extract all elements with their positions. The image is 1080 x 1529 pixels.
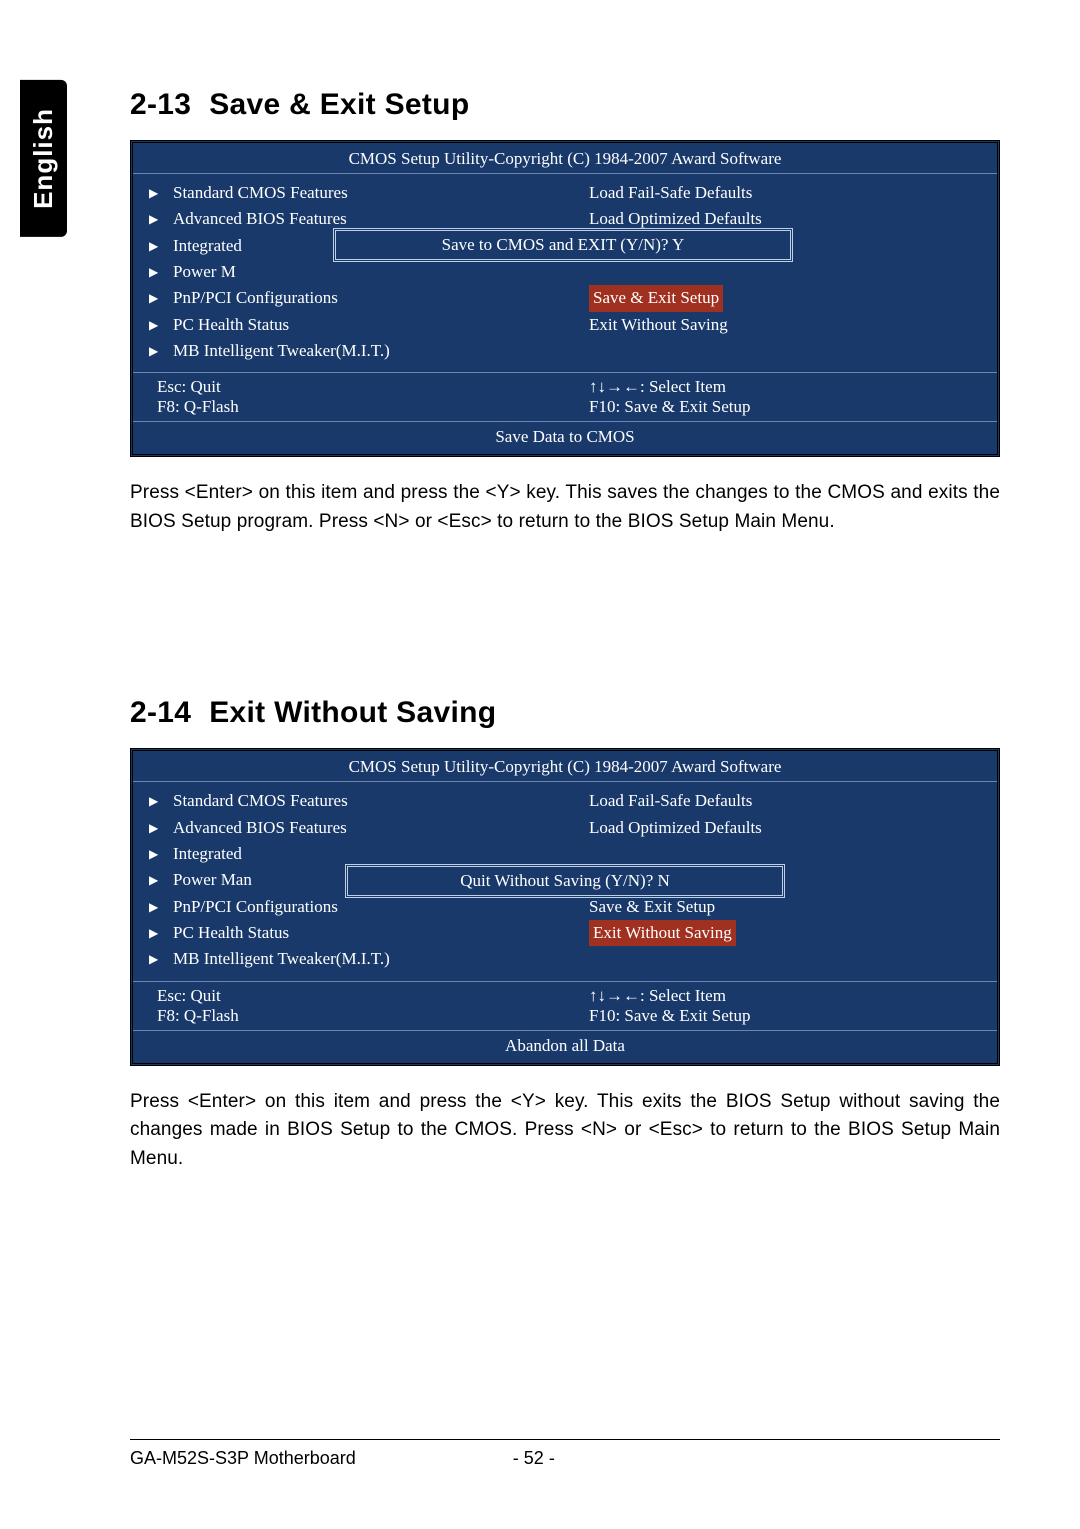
menu-item: ▶MB Intelligent Tweaker(M.I.T.) — [173, 946, 565, 972]
menu-item — [589, 946, 997, 972]
triangle-icon: ▶ — [149, 263, 158, 282]
menu-item: ▶PC Health Status — [173, 312, 565, 338]
triangle-icon: ▶ — [149, 950, 158, 969]
triangle-icon: ▶ — [149, 898, 158, 917]
paragraph-save: Press <Enter> on this item and press the… — [130, 479, 1000, 536]
section-title: Save & Exit Setup — [209, 88, 469, 121]
menu-item: Load Fail-Safe Defaults — [589, 788, 997, 814]
bios-screenshot-save: CMOS Setup Utility-Copyright (C) 1984-20… — [130, 140, 1000, 457]
menu-item: ▶Standard CMOS Features — [173, 788, 565, 814]
menu-item: ▶PC Health Status — [173, 920, 565, 946]
menu-item: ▶Advanced BIOS Features — [173, 815, 565, 841]
bios-footer: Abandon all Data — [133, 1031, 997, 1063]
menu-item: Save & Exit Setup — [589, 285, 997, 311]
bios-title: CMOS Setup Utility-Copyright (C) 1984-20… — [133, 143, 997, 174]
dialog-quit-without-saving: Quit Without Saving (Y/N)? N — [345, 864, 785, 898]
menu-label: PnP/PCI Configurations — [173, 288, 338, 307]
triangle-icon: ▶ — [149, 342, 158, 361]
menu-item: ▶MB Intelligent Tweaker(M.I.T.) — [173, 338, 565, 364]
menu-label: PC Health Status — [173, 923, 289, 942]
footer-product: GA-M52S-S3P Motherboard — [130, 1448, 513, 1469]
bios-menu-right: Load Fail-Safe Defaults Load Optimized D… — [565, 180, 997, 364]
triangle-icon: ▶ — [149, 210, 158, 229]
menu-item: Load Fail-Safe Defaults — [589, 180, 997, 206]
page-footer: GA-M52S-S3P Motherboard - 52 - — [130, 1439, 1000, 1469]
page-content: 2-13 Save & Exit Setup CMOS Setup Utility… — [130, 88, 1000, 1183]
help-f10: F10: Save & Exit Setup — [589, 1006, 997, 1026]
section-num: 2-13 — [130, 88, 191, 121]
menu-label: Standard CMOS Features — [173, 791, 348, 810]
menu-label: Integrated — [173, 844, 242, 863]
help-f8: F8: Q-Flash — [157, 397, 565, 417]
menu-label: Power Man — [173, 870, 252, 889]
menu-item: ▶Standard CMOS Features — [173, 180, 565, 206]
menu-item: Exit Without Saving — [589, 312, 997, 338]
triangle-icon: ▶ — [149, 845, 158, 864]
menu-item — [589, 259, 997, 285]
bios-menu-left: ▶Standard CMOS Features ▶Advanced BIOS F… — [133, 180, 565, 364]
help-arrows: ↑↓→←: Select Item — [589, 986, 997, 1006]
paragraph-exit: Press <Enter> on this item and press the… — [130, 1088, 1000, 1174]
triangle-icon: ▶ — [149, 237, 158, 256]
help-f10: F10: Save & Exit Setup — [589, 397, 997, 417]
menu-item: ▶PnP/PCI Configurations — [173, 285, 565, 311]
bios-help-bar: Esc: Quit F8: Q-Flash ↑↓→←: Select Item … — [133, 982, 997, 1031]
menu-item: Load Optimized Defaults — [589, 815, 997, 841]
menu-label: Standard CMOS Features — [173, 183, 348, 202]
highlight-exit-without-saving: Exit Without Saving — [589, 920, 736, 946]
menu-label: PC Health Status — [173, 315, 289, 334]
menu-item: Exit Without Saving — [589, 920, 997, 946]
triangle-icon: ▶ — [149, 184, 158, 203]
heading-exit-without-saving: 2-14 Exit Without Saving — [130, 696, 1000, 730]
help-esc: Esc: Quit — [157, 377, 565, 397]
heading-save-exit: 2-13 Save & Exit Setup — [130, 88, 1000, 122]
bios-screenshot-exit: CMOS Setup Utility-Copyright (C) 1984-20… — [130, 748, 1000, 1065]
help-f8: F8: Q-Flash — [157, 1006, 565, 1026]
bios-title: CMOS Setup Utility-Copyright (C) 1984-20… — [133, 751, 997, 782]
menu-label: PnP/PCI Configurations — [173, 897, 338, 916]
menu-label: MB Intelligent Tweaker(M.I.T.) — [173, 949, 390, 968]
triangle-icon: ▶ — [149, 316, 158, 335]
menu-item — [589, 338, 997, 364]
highlight-save-exit: Save & Exit Setup — [589, 285, 723, 311]
footer-page-number: - 52 - — [513, 1448, 617, 1469]
triangle-icon: ▶ — [149, 792, 158, 811]
menu-label: Advanced BIOS Features — [173, 818, 347, 837]
menu-label: Integrated — [173, 236, 242, 255]
triangle-icon: ▶ — [149, 871, 158, 890]
triangle-icon: ▶ — [149, 289, 158, 308]
bios-footer: Save Data to CMOS — [133, 422, 997, 454]
bios-body: ▶Standard CMOS Features ▶Advanced BIOS F… — [133, 174, 997, 373]
section-num: 2-14 — [130, 696, 191, 729]
language-tab: English — [20, 80, 67, 237]
menu-label: MB Intelligent Tweaker(M.I.T.) — [173, 341, 390, 360]
triangle-icon: ▶ — [149, 924, 158, 943]
bios-help-bar: Esc: Quit F8: Q-Flash ↑↓→←: Select Item … — [133, 373, 997, 422]
help-esc: Esc: Quit — [157, 986, 565, 1006]
menu-label: Advanced BIOS Features — [173, 209, 347, 228]
help-arrows: ↑↓→←: Select Item — [589, 377, 997, 397]
menu-label: Power M — [173, 262, 236, 281]
menu-item: ▶Power M — [173, 259, 565, 285]
bios-body: ▶Standard CMOS Features ▶Advanced BIOS F… — [133, 782, 997, 981]
triangle-icon: ▶ — [149, 819, 158, 838]
dialog-save-cmos: Save to CMOS and EXIT (Y/N)? Y — [333, 228, 793, 262]
section-title: Exit Without Saving — [209, 696, 496, 729]
